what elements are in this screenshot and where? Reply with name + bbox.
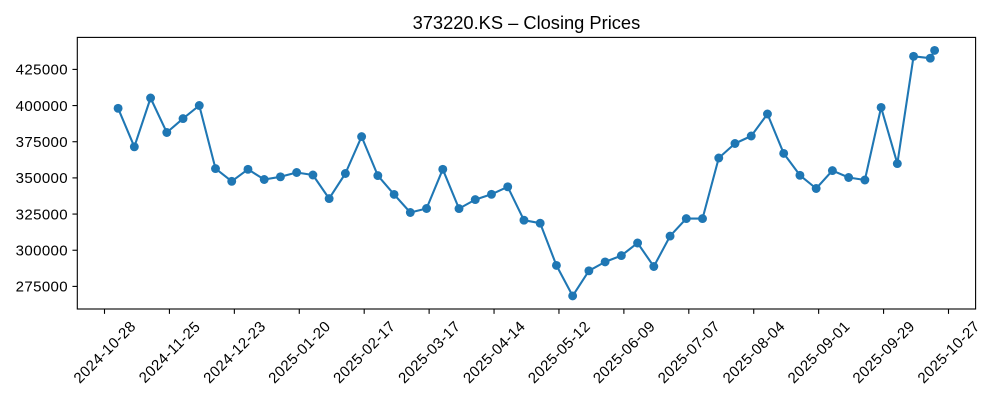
svg-text:400000: 400000 (16, 98, 68, 115)
svg-text:425000: 425000 (16, 62, 68, 79)
svg-text:325000: 325000 (16, 206, 68, 223)
svg-text:275000: 275000 (16, 279, 68, 296)
svg-text:375000: 375000 (16, 134, 68, 151)
svg-text:373220.KS – Closing Prices: 373220.KS – Closing Prices (413, 12, 641, 33)
svg-text:300000: 300000 (16, 242, 68, 259)
svg-text:350000: 350000 (16, 170, 68, 187)
